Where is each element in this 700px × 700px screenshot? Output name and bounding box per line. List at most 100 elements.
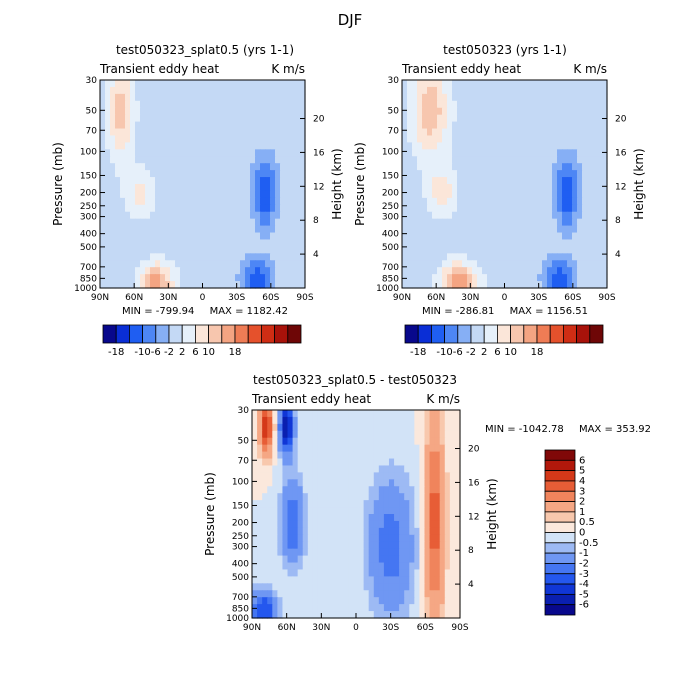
field-cell xyxy=(424,451,431,460)
field-cell xyxy=(547,80,553,88)
field-cell xyxy=(302,597,309,605)
field-cell xyxy=(277,430,284,439)
field-cell xyxy=(235,170,241,178)
field-cell xyxy=(378,534,385,543)
field-cell xyxy=(502,93,508,102)
lat-tick-label: 30N xyxy=(461,293,479,303)
field-cell xyxy=(185,197,191,206)
field-cell xyxy=(432,121,438,130)
field-cell xyxy=(454,410,461,418)
field-cell xyxy=(427,100,433,109)
field-cell xyxy=(432,204,438,213)
colorbar-swatch xyxy=(544,459,576,472)
field-cell xyxy=(285,149,291,157)
field-cell xyxy=(492,218,498,227)
field-cell xyxy=(512,135,518,143)
field-cell xyxy=(285,190,291,199)
field-cell xyxy=(532,163,538,171)
field-cell xyxy=(205,163,211,171)
field-cell xyxy=(307,527,314,536)
field-cell xyxy=(587,239,593,247)
field-cell xyxy=(275,177,281,185)
field-cell xyxy=(348,576,355,584)
field-cell xyxy=(602,260,608,268)
field-cell xyxy=(507,184,513,192)
field-cell xyxy=(462,281,468,289)
field-cell xyxy=(195,218,201,227)
field-cell xyxy=(394,430,400,439)
field-cell xyxy=(407,93,413,102)
field-cell xyxy=(363,493,370,501)
colorbar-swatch xyxy=(544,552,576,564)
field-cell xyxy=(265,281,271,289)
field-cell xyxy=(439,590,446,598)
field-cell xyxy=(267,410,273,418)
field-cell xyxy=(497,135,503,143)
field-cell xyxy=(160,93,166,102)
field-cell xyxy=(477,232,483,241)
field-cell xyxy=(120,267,126,275)
field-cell xyxy=(190,204,196,213)
field-cell xyxy=(572,135,578,143)
field-cell xyxy=(424,493,431,501)
field-cell xyxy=(444,576,451,584)
field-cell xyxy=(255,86,261,95)
field-cell xyxy=(190,190,196,199)
field-cell xyxy=(338,410,344,418)
field-cell xyxy=(492,225,498,234)
field-cell xyxy=(429,451,436,460)
field-cell xyxy=(547,100,553,109)
field-cell xyxy=(262,597,268,605)
field-cell xyxy=(275,218,281,227)
field-cell xyxy=(383,486,390,494)
field-cell xyxy=(155,114,161,123)
field-cell xyxy=(277,479,284,487)
field-cell xyxy=(532,204,538,213)
field-cell xyxy=(577,142,583,150)
field-cell xyxy=(424,507,431,515)
field-cell xyxy=(280,149,286,157)
field-cell xyxy=(333,527,339,536)
field-cell xyxy=(100,149,106,157)
field-cell xyxy=(512,239,518,247)
field-cell xyxy=(439,576,446,584)
field-cell xyxy=(434,423,441,432)
field-cell xyxy=(497,281,503,289)
field-cell xyxy=(457,274,463,282)
field-cell xyxy=(333,458,339,467)
field-cell xyxy=(295,149,301,157)
field-cell xyxy=(353,416,360,425)
field-cell xyxy=(537,246,543,254)
field-cell xyxy=(532,281,538,289)
field-cell xyxy=(328,472,334,480)
field-cell xyxy=(100,239,106,247)
field-cell xyxy=(542,281,548,289)
field-cell xyxy=(105,100,111,109)
field-cell xyxy=(220,274,226,282)
field-cell xyxy=(292,444,299,453)
field-cell xyxy=(250,260,256,268)
field-cell xyxy=(444,604,451,612)
field-cell xyxy=(200,267,206,275)
field-cell xyxy=(452,156,458,164)
field-cell xyxy=(409,604,415,612)
field-cell xyxy=(150,142,156,150)
colorbar-label: 4 xyxy=(579,476,585,487)
field-cell xyxy=(449,541,456,550)
field-cell xyxy=(402,260,408,268)
field-cell xyxy=(422,267,428,275)
field-cell xyxy=(317,555,324,564)
field-cell xyxy=(160,274,166,282)
field-cell xyxy=(235,156,241,164)
field-cell xyxy=(517,267,523,275)
field-cell xyxy=(482,128,488,137)
field-cell xyxy=(412,274,418,282)
field-cell xyxy=(185,80,191,88)
field-cell xyxy=(160,253,166,261)
field-cell xyxy=(597,232,603,241)
field-cell xyxy=(402,163,408,171)
field-cell xyxy=(240,128,246,137)
field-cell xyxy=(165,100,171,109)
field-cell xyxy=(140,211,146,220)
field-cell xyxy=(135,86,141,95)
